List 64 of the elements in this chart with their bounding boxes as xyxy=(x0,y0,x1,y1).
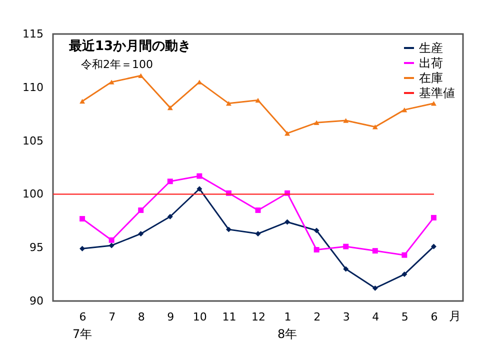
point xyxy=(372,285,378,291)
x-tick-label: 9 xyxy=(167,310,174,324)
x-tick-label: 1 xyxy=(284,310,292,324)
y-tick-label: 95 xyxy=(30,241,44,254)
y-tick-label: 100 xyxy=(22,188,44,201)
x-tick-label: 3 xyxy=(342,310,350,324)
point xyxy=(255,230,261,236)
point xyxy=(226,226,232,232)
point xyxy=(255,207,261,213)
point xyxy=(80,216,86,222)
point xyxy=(196,173,202,179)
point xyxy=(430,214,436,220)
point xyxy=(314,228,320,234)
y-tick-label: 90 xyxy=(30,294,44,308)
point xyxy=(108,237,114,243)
point xyxy=(343,118,349,123)
x-axis-title: 月 xyxy=(449,309,461,323)
y-tick-label: 110 xyxy=(22,80,44,94)
point xyxy=(430,244,436,250)
point xyxy=(343,244,349,250)
x-tick-label: 7 xyxy=(108,310,116,324)
x-tick-label: 12 xyxy=(252,310,266,324)
point xyxy=(138,73,144,78)
x-tick-label: 4 xyxy=(372,310,380,324)
point xyxy=(372,124,378,130)
x-tick-label: 2 xyxy=(314,310,321,324)
point xyxy=(343,266,349,272)
legend-label: 在庫 xyxy=(419,71,443,85)
y-tick-label: 115 xyxy=(22,28,44,40)
point xyxy=(314,120,320,126)
point xyxy=(314,246,320,252)
point xyxy=(108,80,114,84)
legend-label: 基準値 xyxy=(419,86,455,100)
legend-label: 生産 xyxy=(419,41,443,55)
point xyxy=(284,219,290,225)
point xyxy=(430,101,436,106)
x-tick-label: 10 xyxy=(192,310,207,324)
x-tick-label: 8 xyxy=(138,310,145,324)
point xyxy=(167,214,173,220)
point xyxy=(196,186,202,192)
point xyxy=(402,107,408,112)
point xyxy=(167,105,173,110)
y-tick-label: 105 xyxy=(22,134,44,148)
point xyxy=(402,252,408,258)
x-tick-label: 5 xyxy=(401,310,408,324)
point xyxy=(80,98,86,104)
point xyxy=(108,242,114,248)
x-tick-label: 11 xyxy=(222,310,236,324)
chart-title: 最近13か月間の動き xyxy=(68,38,192,54)
annotation: 令和2年＝100 xyxy=(81,58,153,71)
point xyxy=(372,248,378,254)
x-tick-label: 6 xyxy=(430,310,438,324)
point xyxy=(402,272,408,278)
point xyxy=(255,98,261,103)
point xyxy=(284,130,290,136)
point xyxy=(167,178,173,184)
text: 8年 xyxy=(277,327,298,341)
point xyxy=(138,230,144,236)
x-tick-label: 6 xyxy=(79,310,86,324)
legend-label: 出荷 xyxy=(419,56,443,70)
point xyxy=(80,246,86,252)
text: 7年 xyxy=(72,327,92,341)
point xyxy=(226,101,232,106)
point xyxy=(138,207,144,213)
